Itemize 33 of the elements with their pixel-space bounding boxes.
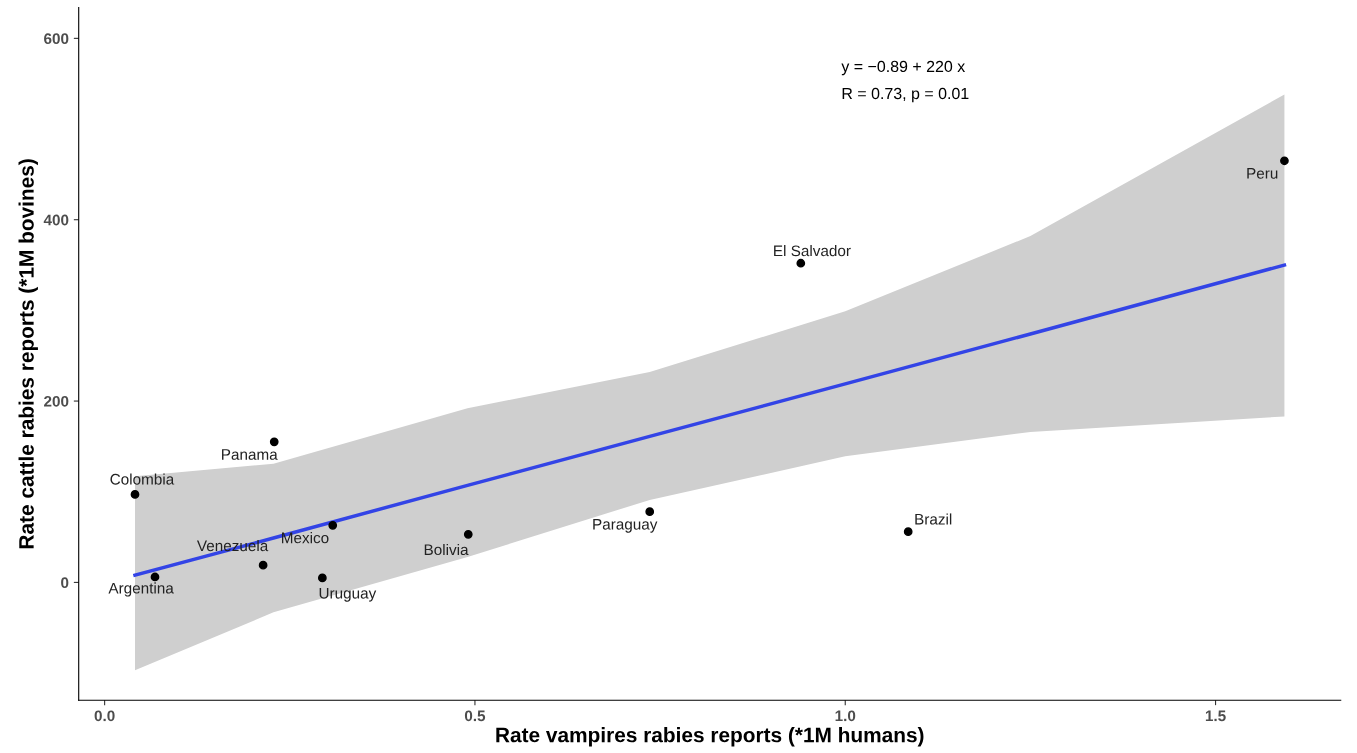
annotation: El Salvador — [774, 245, 851, 257]
annotation: Peru — [1247, 168, 1278, 179]
x-tick-label: 0.5 — [464, 710, 486, 722]
point — [150, 572, 160, 582]
annotation: Colombia — [110, 473, 175, 485]
x-axis-title: Rate vampires rabies reports (*1M humans) — [496, 727, 924, 747]
point — [645, 507, 655, 517]
x-tick-label: 1.0 — [835, 710, 856, 722]
annotation: Argentina — [108, 582, 174, 597]
annotation: Paraguay — [593, 519, 658, 533]
point — [796, 258, 806, 268]
annotation: Brazil — [915, 513, 952, 525]
y-axis-title: Rate cattle rabies reports (*1M bovines) — [18, 159, 38, 549]
point — [130, 490, 140, 499]
y-tick-label: 200 — [44, 395, 69, 407]
annotation: Uruguay — [319, 587, 377, 602]
point — [328, 520, 338, 530]
point — [903, 527, 913, 537]
point — [463, 529, 473, 539]
x-tick-label: 1.5 — [1205, 710, 1226, 722]
y-tick-label: 400 — [43, 214, 69, 226]
annotation: y = −0.89 + 220 x — [841, 60, 966, 76]
point — [317, 573, 327, 583]
point — [269, 437, 279, 447]
y-tick-label: 600 — [44, 33, 69, 45]
annotation: Panama — [222, 449, 278, 460]
annotation: Bolivia — [424, 543, 469, 556]
annotation: Mexico — [282, 532, 329, 544]
point — [1280, 156, 1289, 166]
point — [258, 560, 268, 570]
annotation: R = 0.73, p = 0.01 — [842, 87, 969, 103]
x-tick-label: 0.0 — [94, 710, 115, 722]
y-tick-label: 0 — [61, 577, 69, 589]
